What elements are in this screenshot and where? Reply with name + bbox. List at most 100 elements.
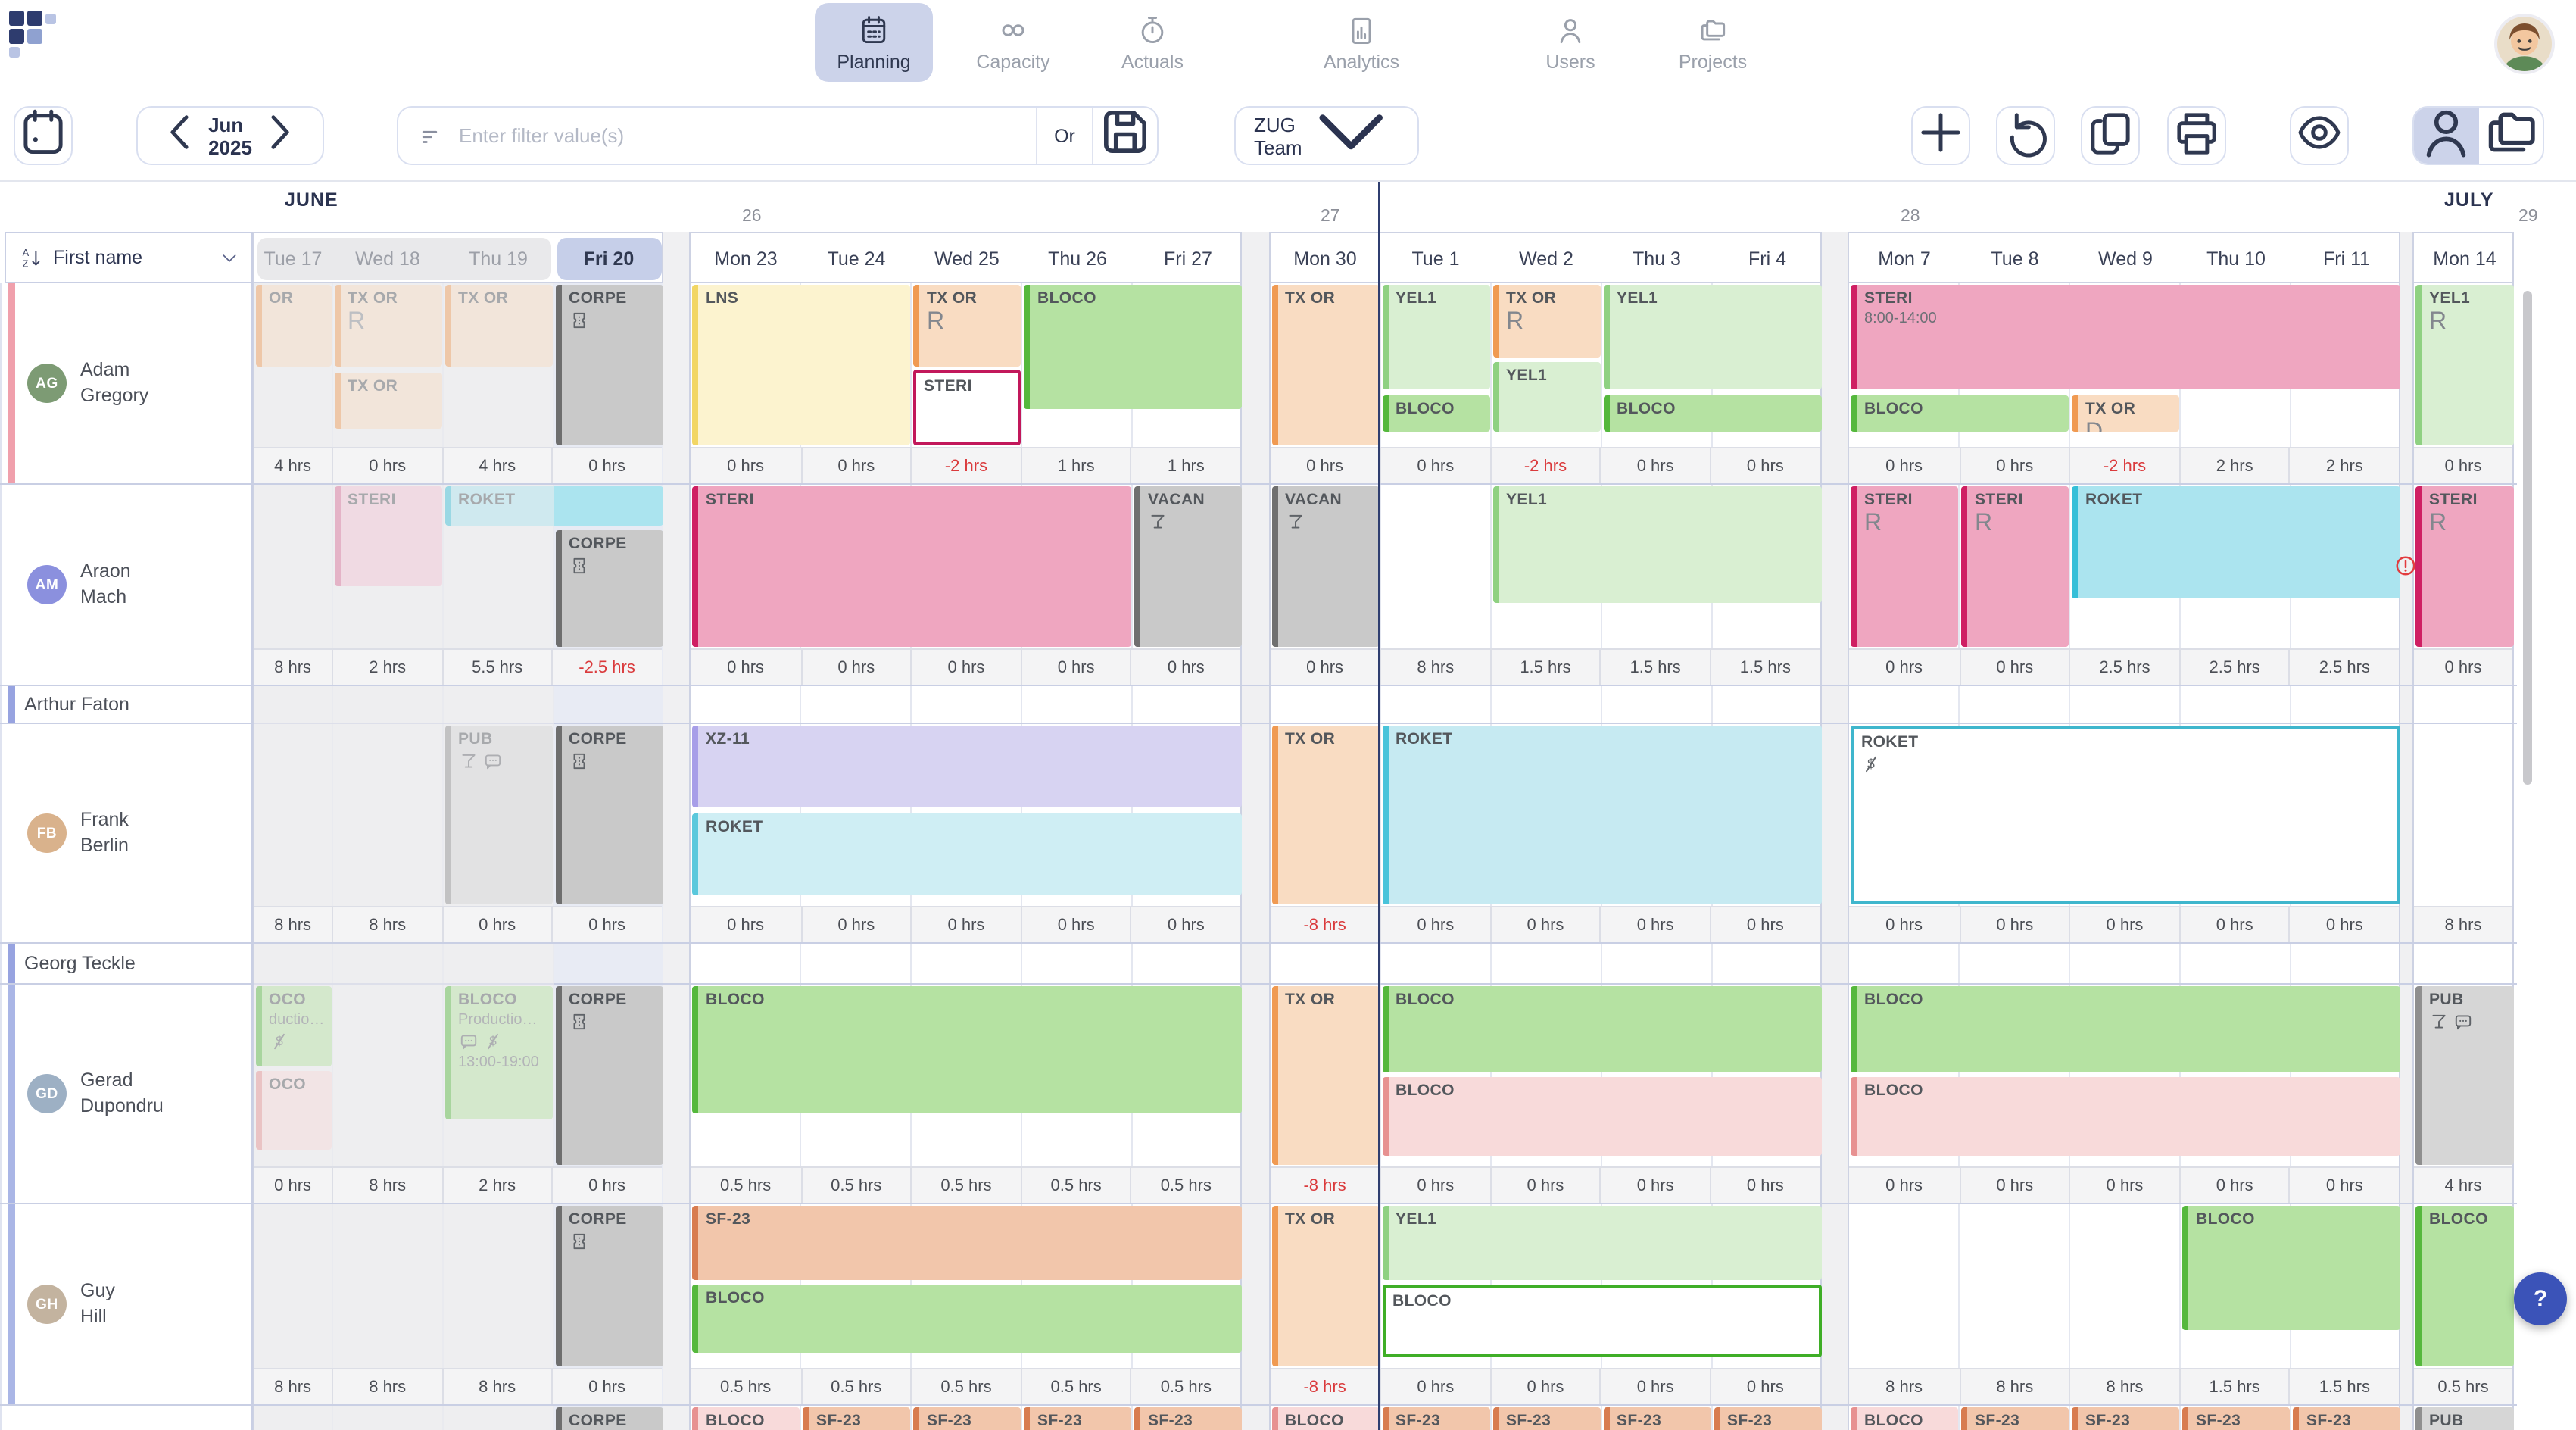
schedule-block-bloco[interactable]: BLOCO — [692, 986, 1242, 1114]
schedule-block-bloco[interactable]: BLOCO — [2182, 1206, 2400, 1331]
schedule-block-bloco[interactable]: BLOCO — [1382, 1284, 1821, 1357]
filter-input[interactable] — [459, 124, 1036, 147]
day-cell[interactable] — [2181, 686, 2291, 723]
schedule-block-sf-23[interactable]: SF-23 — [1961, 1407, 2069, 1430]
schedule-block-tx-or[interactable]: TX OR — [1271, 285, 1379, 445]
schedule-block-bloco[interactable]: BLOCO — [692, 1284, 1242, 1354]
schedule-block-roket[interactable]: ROKET — [692, 813, 1242, 895]
day-cell[interactable] — [1849, 944, 1960, 983]
schedule-block-steri[interactable]: STERI R — [1961, 486, 2069, 647]
schedule-block-bloco[interactable]: BLOCO — [1382, 395, 1489, 432]
schedule-block-sf-23[interactable]: SF-23 — [2072, 1407, 2179, 1430]
help-button[interactable]: ? — [2514, 1272, 2567, 1325]
day-cell[interactable] — [1960, 686, 2070, 723]
day-cell[interactable] — [1712, 686, 1823, 723]
day-header-thu-3[interactable]: Thu 3 — [1633, 248, 1681, 270]
day-cell[interactable] — [554, 944, 664, 983]
nav-tab-users[interactable]: Users — [1511, 3, 1629, 82]
schedule-block-bloco[interactable]: BLOCO — [1382, 1077, 1821, 1156]
day-header-mon-23[interactable]: Mon 23 — [714, 248, 778, 270]
schedule-block-corpe[interactable]: CORPE — [555, 285, 663, 445]
schedule-block-yel1[interactable]: YEL1 R — [2415, 285, 2514, 445]
vertical-scrollbar[interactable] — [2523, 291, 2532, 785]
schedule-block-vacan[interactable]: VACAN — [1271, 486, 1379, 647]
day-cell[interactable] — [1380, 944, 1491, 983]
day-cell[interactable] — [2291, 944, 2402, 983]
schedule-block-sf-23[interactable]: SF-23 — [913, 1407, 1021, 1430]
name-cell[interactable]: AM Araon Mach — [0, 485, 252, 685]
schedule-block-steri[interactable]: STERI — [913, 370, 1021, 445]
schedule-block-corpe[interactable]: CORPE — [555, 1206, 663, 1366]
day-header-tue-24[interactable]: Tue 24 — [827, 248, 886, 270]
day-cell[interactable] — [2181, 1406, 2291, 1430]
day-cell[interactable] — [1022, 686, 1133, 723]
day-cell[interactable] — [801, 283, 912, 483]
day-cell[interactable] — [801, 1406, 912, 1430]
day-cell[interactable] — [1960, 485, 2070, 685]
name-cell[interactable]: GH Guy Hill — [0, 1204, 252, 1404]
nav-tab-planning[interactable]: Planning — [815, 3, 933, 82]
prev-month-button[interactable] — [153, 104, 208, 167]
nav-tab-projects[interactable]: Projects — [1654, 3, 1772, 82]
day-cell[interactable] — [691, 686, 801, 723]
people-view-toggle[interactable] — [2414, 108, 2478, 164]
day-cell[interactable] — [912, 283, 1022, 483]
day-cell[interactable] — [691, 1406, 801, 1430]
day-header-fri-27[interactable]: Fri 27 — [1164, 248, 1212, 270]
day-cell[interactable] — [2070, 1204, 2181, 1404]
day-cell[interactable] — [1601, 944, 1712, 983]
schedule-block-corpe[interactable]: CORPE — [555, 1407, 663, 1430]
name-cell[interactable]: FB Frank Berlin — [0, 724, 252, 942]
name-cell[interactable]: Georg Teckle — [0, 944, 252, 983]
day-cell[interactable] — [2070, 944, 2181, 983]
schedule-block-sf-23[interactable]: SF-23 — [1024, 1407, 1131, 1430]
schedule-block-roket[interactable]: ROKET $ — [1851, 726, 2400, 904]
schedule-block-sf-23[interactable]: SF-23 — [1382, 1407, 1489, 1430]
day-cell[interactable] — [1491, 283, 1601, 483]
nav-tab-analytics[interactable]: Analytics — [1302, 3, 1421, 82]
schedule-block-tx-or[interactable]: TX OR — [1271, 726, 1379, 904]
day-header-wed-9[interactable]: Wed 9 — [2098, 248, 2153, 270]
day-cell[interactable] — [1960, 944, 2070, 983]
copy-button[interactable] — [2081, 106, 2140, 165]
name-cell[interactable]: AG Adam Gregory — [0, 283, 252, 483]
schedule-block-bloco[interactable]: BLOCO — [1851, 986, 2400, 1072]
schedule-block-xz-11[interactable]: XZ-11 — [692, 726, 1242, 808]
projects-view-toggle[interactable] — [2478, 108, 2543, 164]
schedule-block-corpe[interactable]: CORPE — [555, 530, 663, 647]
schedule-block-bloco[interactable]: BLOCO — [1603, 395, 1821, 432]
schedule-block-sf-23[interactable]: SF-23 — [1134, 1407, 1242, 1430]
day-header-wed-25[interactable]: Wed 25 — [934, 248, 1000, 270]
day-cell[interactable] — [1960, 1204, 2070, 1404]
day-cell[interactable] — [1849, 485, 1960, 685]
day-cell[interactable] — [912, 686, 1022, 723]
schedule-block-steri[interactable]: STERI R — [1851, 486, 1958, 647]
day-cell[interactable] — [1270, 1204, 1380, 1404]
day-cell[interactable] — [1491, 1406, 1601, 1430]
schedule-block-sf-23[interactable]: SF-23 — [2293, 1407, 2400, 1430]
team-select[interactable]: ZUG Team — [1234, 106, 1419, 165]
schedule-block-tx-or[interactable]: TX OR — [1271, 986, 1379, 1165]
schedule-block-lns[interactable]: LNS — [692, 285, 910, 445]
name-cell[interactable]: GD Gerad Dupondru — [0, 985, 252, 1203]
user-avatar[interactable] — [2494, 14, 2555, 74]
schedule-block-steri[interactable]: STERI 8:00-14:00 — [1851, 285, 2400, 390]
day-header-thu-19[interactable]: Thu 19 — [469, 248, 528, 270]
day-cell[interactable] — [1380, 1406, 1491, 1430]
schedule-block-bloco[interactable]: BLOCO — [1851, 1407, 1958, 1430]
day-header-fri-20[interactable]: Fri 20 — [583, 248, 635, 270]
day-cell[interactable] — [1849, 1406, 1960, 1430]
day-cell[interactable] — [1270, 485, 1380, 685]
schedule-block-bloco[interactable]: BLOCO — [1382, 986, 1821, 1072]
day-cell[interactable] — [1380, 485, 1491, 685]
name-cell[interactable] — [0, 1406, 252, 1430]
day-cell[interactable] — [1270, 283, 1380, 483]
nav-tab-actuals[interactable]: Actuals — [1093, 3, 1212, 82]
schedule-block-tx-or[interactable]: TX ORD — [2072, 395, 2179, 432]
day-cell[interactable] — [2070, 686, 2181, 723]
schedule-block-pub[interactable]: PUB — [2415, 1407, 2514, 1430]
schedule-block-bloco[interactable]: BLOCO — [2415, 1206, 2514, 1366]
day-cell[interactable] — [2414, 686, 2515, 723]
day-cell[interactable] — [1270, 686, 1380, 723]
day-header-mon-30[interactable]: Mon 30 — [1293, 248, 1357, 270]
